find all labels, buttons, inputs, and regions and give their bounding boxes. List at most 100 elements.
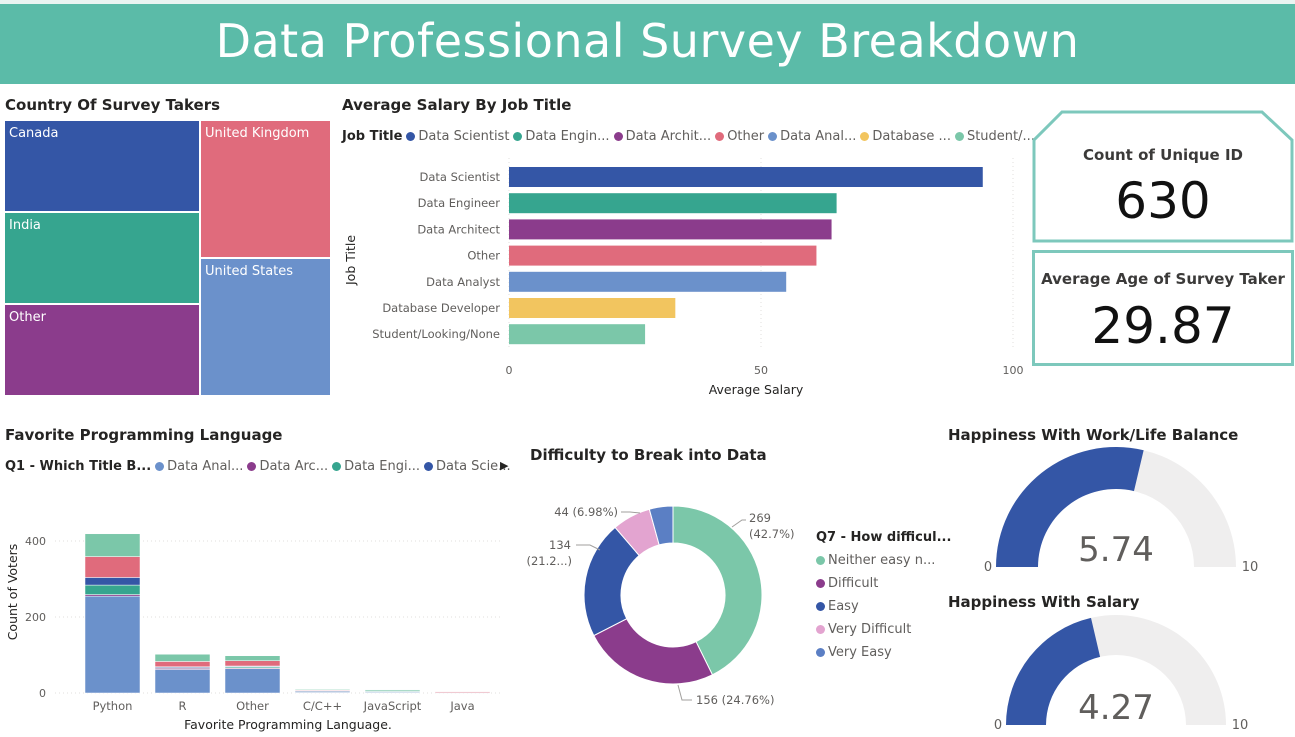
x-category-label: C/C++ [303,699,342,713]
legend-label: Data Scientist [418,129,510,144]
treemap-cell-united-kingdom[interactable]: United Kingdom [200,120,331,258]
language-bar-segment[interactable] [84,584,141,595]
language-bar-segment[interactable] [364,689,421,692]
treemap-cell-canada[interactable]: Canada [4,120,200,212]
count-card-label: Count of Unique ID [1083,146,1243,164]
difficulty-legend-item[interactable]: Difficult [816,576,951,591]
salary-legend-item[interactable]: Data Archit... [613,129,711,144]
salary-legend-item[interactable]: Student/... [954,129,1035,144]
salary-bar[interactable] [509,219,832,240]
language-legend: Q1 - Which Title B... Data Anal... Data A… [5,459,515,474]
gauge-fill [1006,617,1101,725]
language-bar-segment[interactable] [84,533,141,557]
treemap-label: United States [205,264,294,279]
x-category-label: Python [93,699,133,713]
language-stacked-chart[interactable]: 0 200 400 Python R Other C/C++ JavaScript Java Fa… [0,500,510,737]
donut-data-label: 134 [549,538,571,552]
legend-label: Data Engin... [525,129,610,144]
donut-data-label: (21.2...) [526,554,572,568]
language-bar-segment[interactable] [154,669,211,694]
gauge-max-label: 10 [1232,718,1249,733]
language-bar-segment[interactable] [84,577,141,586]
legend-label: Data Scie... [436,459,511,474]
legend-dot-icon [332,462,342,471]
language-bar-segment[interactable] [154,653,211,662]
donut-slice[interactable] [672,505,763,676]
language-bar-segment[interactable] [224,668,281,694]
difficulty-legend-item[interactable]: Neither easy n... [816,553,951,568]
salary-bar[interactable] [509,245,817,266]
worklife-gauge-title: Happiness With Work/Life Balance [948,426,1239,444]
x-category-label: Java [449,699,474,713]
salary-bar[interactable] [509,324,646,345]
salary-bar[interactable] [509,298,676,318]
gauge-value: 5.74 [1078,530,1154,570]
legend-label: Data Arc... [259,459,329,474]
difficulty-legend-item[interactable]: Very Easy [816,645,951,660]
legend-label: Student/... [966,129,1035,144]
count-card-value: 630 [1115,172,1211,230]
language-legend-item[interactable]: Data Anal... [155,459,243,474]
difficulty-donut-chart[interactable]: 269 (42.7%) 156 (24.76%) 134 (21.2...) 44 (6.… [520,495,820,720]
language-bar-segment[interactable] [294,688,351,691]
legend-label: Very Difficult [828,622,912,637]
legend-label: Database ... [872,129,951,144]
difficulty-legend: Q7 - How difficul... Neither easy n... Di… [816,530,951,668]
salary-legend: Job Title Data Scientist Data Engin... Dat… [342,129,1039,144]
difficulty-legend-item[interactable]: Very Difficult [816,622,951,637]
difficulty-legend-item[interactable]: Easy [816,599,951,614]
legend-dot-icon [816,625,825,634]
legend-next-icon[interactable]: ▶ [500,459,509,472]
treemap-cell-united-states[interactable]: United States [200,258,331,396]
legend-dot-icon [613,132,623,141]
salary-bar-chart[interactable]: 0 50 100 Data Scientist Data Engineer Data Ar… [338,150,1028,400]
age-card-label: Average Age of Survey Taker [1041,270,1285,288]
salary-bar[interactable] [509,271,787,292]
legend-dot-icon [816,556,825,565]
age-card: Average Age of Survey Taker 29.87 [1032,250,1294,366]
legend-dot-icon [816,602,825,611]
language-legend-item[interactable]: Data Scie... [424,459,511,474]
country-treemap[interactable]: Canada India Other United Kingdom United… [4,120,331,396]
legend-dot-icon [715,132,725,141]
salary-legend-item[interactable]: Other [715,129,764,144]
legend-dot-icon [816,579,825,588]
language-legend-item[interactable]: Data Engi... [332,459,420,474]
salary-chart-title: Average Salary By Job Title [342,96,572,114]
y-axis-title: Job Title [343,235,358,286]
salary-legend-item[interactable]: Data Anal... [768,129,856,144]
language-bar-segment[interactable] [84,556,141,578]
donut-slice[interactable] [593,618,714,685]
salary-happiness-gauge[interactable]: 4.27 0 10 [975,612,1265,735]
y-category-label: Data Architect [417,222,500,236]
treemap-label: Other [9,310,46,325]
language-bar-segment[interactable] [434,691,491,693]
donut-data-label: 156 (24.76%) [696,693,774,707]
salary-legend-item[interactable]: Data Scientist [406,129,509,144]
leader-line [576,544,601,551]
treemap-title: Country Of Survey Takers [5,96,221,114]
x-category-label: Other [236,699,269,713]
language-bar-segment[interactable] [154,661,211,668]
worklife-gauge[interactable]: 5.74 0 10 [975,445,1265,580]
donut-slice[interactable] [648,505,674,546]
language-bar-segment[interactable] [84,595,141,694]
salary-bar[interactable] [509,167,983,187]
language-bar-segment[interactable] [224,660,281,667]
legend-label: Easy [828,599,859,614]
page-title: Data Professional Survey Breakdown [215,14,1080,68]
legend-dot-icon [954,132,964,141]
treemap-cell-other[interactable]: Other [4,304,200,396]
treemap-cell-india[interactable]: India [4,212,200,304]
language-legend-title: Q1 - Which Title B... [5,459,152,474]
salary-legend-item[interactable]: Data Engin... [513,129,610,144]
salary-legend-item[interactable]: Database ... [860,129,951,144]
language-bar-segment[interactable] [224,655,281,661]
salary-bar[interactable] [509,193,837,214]
count-card: Count of Unique ID 630 [1032,110,1294,243]
legend-label: Data Anal... [167,459,244,474]
language-legend-item[interactable]: Data Arc... [247,459,328,474]
legend-dot-icon [513,132,523,141]
x-tick-label: 50 [754,364,768,377]
count-card-frame [1032,110,1294,243]
